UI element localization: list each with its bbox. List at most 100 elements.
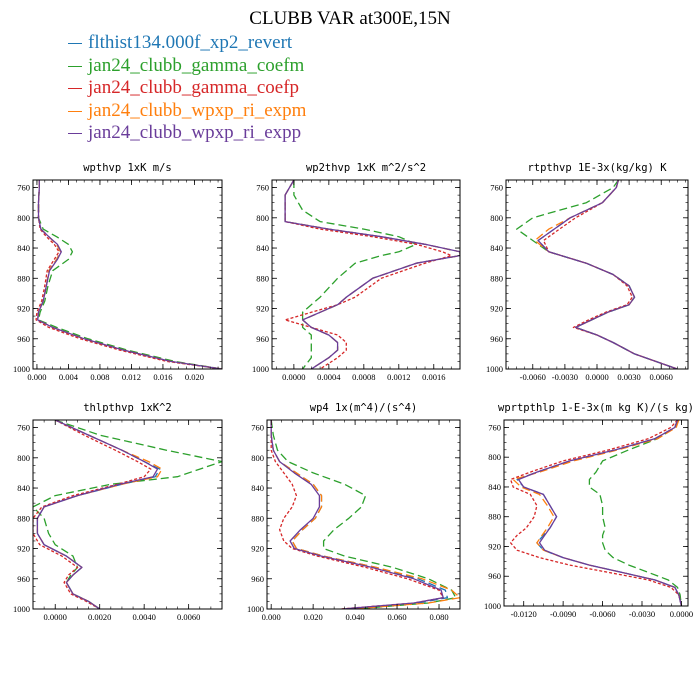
panel-2: 760 800 840 880 920 960 1000 0.0000 0.0004 0.0008… [252, 162, 461, 382]
y-tick-label: 840 [17, 483, 30, 493]
x-tick-label: 0.0004 [317, 372, 341, 382]
x-tick-label: -0.0030 [552, 372, 578, 382]
y-tick-label: 880 [251, 513, 264, 523]
series-line-4 [284, 180, 460, 369]
panel-title: wp4 1x(m^4)/(s^4) [310, 402, 417, 414]
y-tick-label: 920 [256, 304, 269, 314]
y-tick-label: 880 [17, 273, 30, 283]
x-tick-label: 0.000 [27, 372, 46, 382]
legend-swatch [68, 133, 82, 135]
series-line-3 [509, 420, 683, 606]
y-tick-label: 880 [488, 512, 501, 522]
legend-swatch [68, 65, 82, 67]
y-tick-label: 800 [490, 213, 503, 223]
series-group [509, 420, 683, 606]
legend-swatch [68, 43, 82, 45]
series-group [284, 180, 460, 369]
series-line-1 [516, 420, 683, 606]
series-line-2 [516, 180, 678, 369]
legend-item-gamma-coefp: jan24_clubb_gamma_coefp [68, 77, 306, 100]
x-tick-label: 0.020 [304, 612, 323, 622]
series-group [270, 420, 460, 609]
y-tick-label: 880 [17, 513, 30, 523]
y-tick-label: 960 [256, 334, 269, 344]
x-tick-label: 0.012 [122, 372, 141, 382]
plot-frame [271, 179, 461, 370]
legend: flthist134.000f_xp2_revert jan24_clubb_g… [68, 32, 306, 145]
x-tick-label: 0.0060 [177, 612, 200, 622]
legend-label: jan24_clubb_wpxp_ri_expm [88, 99, 307, 121]
panel-3: 760 800 840 880 920 960 1000 -0.0060 -0.0030 0.00… [486, 162, 689, 382]
panel-6: 760 800 840 880 920 960 1000 -0.0120 -0.0090 -0.0… [484, 402, 694, 619]
legend-item-gamma-coefm: jan24_clubb_gamma_coefm [68, 55, 306, 78]
y-tick-label: 760 [17, 183, 30, 193]
y-tick-label: 960 [490, 334, 503, 344]
x-tick-label: 0.008 [90, 372, 109, 382]
series-line-3 [270, 420, 444, 609]
series-group [33, 420, 222, 609]
y-tick-label: 800 [251, 453, 264, 463]
y-tick-label: 960 [488, 571, 501, 581]
x-tick-label: 0.0020 [88, 612, 111, 622]
panel-title: wp2thvp 1xK m^2/s^2 [306, 162, 426, 174]
y-tick-label: 880 [256, 273, 269, 283]
series-group [35, 180, 222, 369]
y-tick-label: 920 [488, 541, 501, 551]
x-tick-label: 0.0000 [282, 372, 305, 382]
x-tick-label: -0.0120 [511, 609, 537, 619]
y-tick-label: 920 [490, 304, 503, 314]
series-line-5 [36, 420, 159, 609]
x-tick-label: -0.0030 [629, 609, 655, 619]
y-tick-label: 1000 [486, 364, 503, 374]
series-line-2 [37, 180, 222, 369]
legend-label: jan24_clubb_gamma_coefp [88, 77, 300, 98]
y-tick-label: 1000 [13, 364, 30, 374]
plot-frame [32, 179, 223, 370]
legend-swatch [68, 110, 82, 112]
y-tick-label: 840 [17, 243, 30, 253]
y-tick-label: 920 [17, 304, 30, 314]
x-tick-label: 0.000 [262, 612, 281, 622]
panel-title: thlpthvp 1xK^2 [83, 402, 172, 414]
x-tick-label: 0.020 [185, 372, 204, 382]
series-line-5 [537, 180, 678, 369]
x-tick-label: 0.016 [153, 372, 172, 382]
series-line-4 [36, 420, 163, 609]
y-tick-label: 840 [256, 243, 269, 253]
y-tick-label: 920 [17, 544, 30, 554]
series-group [516, 180, 678, 369]
x-tick-label: 0.060 [388, 612, 407, 622]
panel-4: 760 800 840 880 920 960 1000 0.0000 0.0020 0.0040… [13, 402, 223, 622]
series-line-4 [512, 420, 683, 606]
panel-title: wprtpthlp 1-E-3x(m kg K)/(s kg) [498, 402, 694, 414]
x-tick-label: 0.004 [59, 372, 79, 382]
x-tick-label: 0.0000 [585, 372, 608, 382]
y-tick-label: 840 [488, 482, 501, 492]
y-tick-label: 760 [17, 423, 30, 433]
y-tick-label: 800 [488, 452, 501, 462]
legend-swatch [68, 88, 82, 90]
y-tick-label: 760 [490, 183, 503, 193]
series-line-1 [37, 180, 222, 369]
x-tick-label: 0.0000 [670, 609, 693, 619]
series-line-3 [33, 420, 152, 609]
x-tick-label: 0.0000 [44, 612, 67, 622]
y-tick-label: 920 [251, 544, 264, 554]
series-line-5 [284, 180, 460, 369]
y-tick-label: 800 [256, 213, 269, 223]
plot-frame [505, 179, 689, 370]
y-tick-label: 840 [490, 243, 503, 253]
y-tick-label: 1000 [13, 604, 30, 614]
y-tick-label: 760 [251, 423, 264, 433]
y-tick-label: 880 [490, 273, 503, 283]
series-line-5 [270, 420, 444, 609]
legend-item-wpxp-ri-expp: jan24_clubb_wpxp_ri_expp [68, 122, 306, 145]
y-tick-label: 1000 [247, 604, 264, 614]
x-tick-label: 0.0008 [352, 372, 375, 382]
y-tick-label: 760 [488, 422, 501, 432]
legend-label: jan24_clubb_wpxp_ri_expp [88, 122, 302, 143]
panel-title: rtpthvp 1E-3x(kg/kg) K [527, 162, 667, 174]
x-tick-label: -0.0090 [550, 609, 576, 619]
series-line-4 [37, 180, 222, 369]
